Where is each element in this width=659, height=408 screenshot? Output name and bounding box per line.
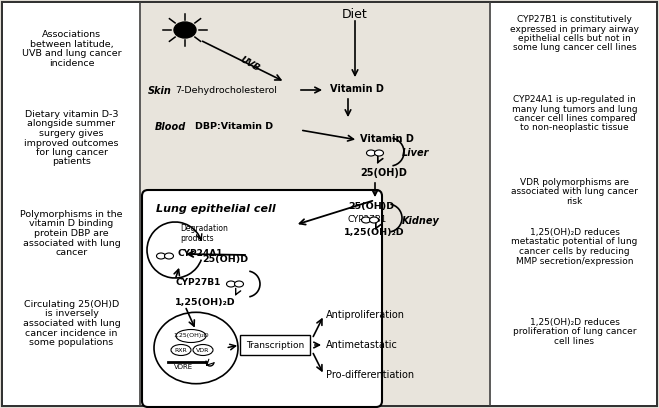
Text: patients: patients	[52, 157, 91, 166]
Text: 25(OH)D: 25(OH)D	[202, 255, 248, 264]
Text: cancer cells by reducing: cancer cells by reducing	[519, 247, 630, 256]
Bar	[3, 3, 139, 405]
Text: Lung epithelial cell: Lung epithelial cell	[156, 204, 275, 214]
Text: 1,25(OH)₂D: 1,25(OH)₂D	[344, 228, 405, 237]
Text: Vitamin D: Vitamin D	[330, 84, 384, 94]
Text: many lung tumors and lung: many lung tumors and lung	[511, 104, 637, 113]
Text: 1,25(OH)₂D reduces: 1,25(OH)₂D reduces	[530, 318, 619, 327]
Text: CYP27B1 is constitutively: CYP27B1 is constitutively	[517, 15, 632, 24]
Text: DBP:Vitamin D: DBP:Vitamin D	[195, 122, 273, 131]
Bar	[240, 335, 310, 355]
Bar	[141, 3, 490, 405]
Text: Circulating 25(OH)D: Circulating 25(OH)D	[24, 300, 119, 309]
Ellipse shape	[174, 22, 196, 38]
Text: Kidney: Kidney	[402, 216, 440, 226]
Text: risk: risk	[566, 197, 583, 206]
Text: Pro-differentiation: Pro-differentiation	[326, 370, 414, 380]
Text: VDRE: VDRE	[175, 364, 194, 370]
Text: vitamin D binding: vitamin D binding	[30, 220, 113, 228]
Text: cancer cell lines compared: cancer cell lines compared	[513, 114, 635, 123]
Text: for lung cancer: for lung cancer	[36, 148, 107, 157]
Text: associated with lung cancer: associated with lung cancer	[511, 188, 638, 197]
Text: 1,25(OH)₂D reduces: 1,25(OH)₂D reduces	[530, 228, 619, 237]
Ellipse shape	[176, 330, 206, 342]
Text: Vitamin D: Vitamin D	[360, 134, 414, 144]
Text: CYP27B1: CYP27B1	[175, 278, 220, 287]
Text: some lung cancer cell lines: some lung cancer cell lines	[513, 44, 637, 53]
Ellipse shape	[156, 253, 165, 259]
Text: 25(OH)D: 25(OH)D	[348, 202, 394, 211]
Text: proliferation of lung cancer: proliferation of lung cancer	[513, 328, 636, 337]
Text: cancer: cancer	[55, 248, 88, 257]
Text: Liver: Liver	[402, 148, 430, 158]
Text: Skin: Skin	[148, 86, 172, 96]
Text: Dietary vitamin D-3: Dietary vitamin D-3	[25, 110, 118, 119]
Text: between latitude,: between latitude,	[30, 40, 113, 49]
Ellipse shape	[374, 150, 384, 156]
Text: CYP24A1: CYP24A1	[177, 248, 223, 257]
Text: VDR: VDR	[196, 348, 210, 353]
Ellipse shape	[154, 312, 238, 384]
Text: CYP27B1: CYP27B1	[348, 215, 387, 224]
Text: expressed in primary airway: expressed in primary airway	[510, 24, 639, 33]
Ellipse shape	[171, 344, 191, 355]
Ellipse shape	[193, 344, 213, 355]
Text: Antimetastatic: Antimetastatic	[326, 340, 398, 350]
Text: incidence: incidence	[49, 58, 94, 67]
Text: 1,25(OH)₂D: 1,25(OH)₂D	[173, 333, 209, 339]
Text: Antiproliferation: Antiproliferation	[326, 310, 405, 320]
Ellipse shape	[370, 217, 378, 223]
Text: protein DBP are: protein DBP are	[34, 229, 109, 238]
Bar	[491, 3, 656, 405]
Text: some populations: some populations	[30, 338, 113, 347]
Text: Diet: Diet	[342, 8, 368, 21]
Text: improved outcomes: improved outcomes	[24, 138, 119, 148]
FancyBboxPatch shape	[142, 190, 382, 407]
Text: 7-Dehydrocholesterol: 7-Dehydrocholesterol	[175, 86, 277, 95]
Text: UVB: UVB	[238, 55, 261, 73]
Text: CYP24A1 is up-regulated in: CYP24A1 is up-regulated in	[513, 95, 636, 104]
Ellipse shape	[227, 281, 235, 287]
Text: epithelial cells but not in: epithelial cells but not in	[518, 34, 631, 43]
Ellipse shape	[366, 150, 376, 156]
Text: Polymorphisms in the: Polymorphisms in the	[20, 210, 123, 219]
Text: alongside summer: alongside summer	[28, 120, 115, 129]
Ellipse shape	[235, 281, 243, 287]
Text: Associations: Associations	[42, 30, 101, 39]
Text: RXR: RXR	[175, 348, 187, 353]
Text: cell lines: cell lines	[554, 337, 594, 346]
Ellipse shape	[165, 253, 173, 259]
Text: 25(OH)D: 25(OH)D	[360, 168, 407, 178]
Text: associated with lung: associated with lung	[22, 319, 121, 328]
Text: MMP secretion/expression: MMP secretion/expression	[516, 257, 633, 266]
Text: is inversely: is inversely	[45, 310, 98, 319]
Text: Transcription: Transcription	[246, 341, 304, 350]
Text: associated with lung: associated with lung	[22, 239, 121, 248]
Text: Blood: Blood	[155, 122, 186, 132]
Text: UVB and lung cancer: UVB and lung cancer	[22, 49, 121, 58]
Text: cancer incidence in: cancer incidence in	[25, 328, 118, 337]
Text: metastatic potential of lung: metastatic potential of lung	[511, 237, 638, 246]
Text: 1,25(OH)₂D: 1,25(OH)₂D	[175, 298, 236, 307]
Text: VDR polymorphisms are: VDR polymorphisms are	[520, 178, 629, 187]
Text: Degradation
products: Degradation products	[180, 224, 228, 244]
Text: to non-neoplastic tissue: to non-neoplastic tissue	[520, 124, 629, 133]
Text: surgery gives: surgery gives	[40, 129, 103, 138]
Ellipse shape	[362, 217, 370, 223]
